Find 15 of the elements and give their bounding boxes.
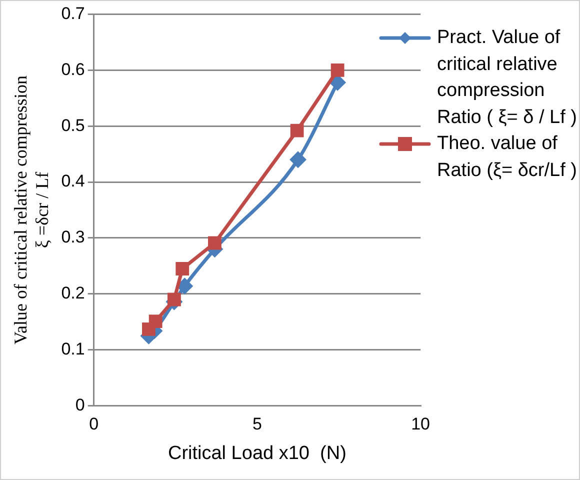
y-tick-label: 0.2	[61, 284, 85, 303]
y-tick-label: 0.4	[61, 172, 85, 191]
y-tick-label: 0	[75, 395, 85, 414]
y-tick-label: 0.3	[61, 228, 85, 247]
legend-label: Theo. value of Ratio (ξ= δcr/Lf )	[437, 133, 577, 180]
x-tick-label: 0	[89, 414, 99, 434]
legend-label: Pract. Value of critical relative compression Ratio ( ξ= δ / Lf )	[437, 27, 577, 128]
y-tick-label: 0.7	[61, 4, 85, 23]
y-tick-label: 0.1	[61, 340, 85, 359]
x-tick-label: 5	[252, 414, 262, 434]
x-tick-label: 10	[411, 414, 430, 434]
y-axis-title: Value of critical relative compression ξ =δcr / Lf	[10, 76, 52, 344]
y-tick-label: 0.6	[61, 60, 85, 79]
x-axis-title: Critical Load x10 (N)	[168, 442, 346, 464]
y-tick-label: 0.5	[61, 116, 85, 135]
